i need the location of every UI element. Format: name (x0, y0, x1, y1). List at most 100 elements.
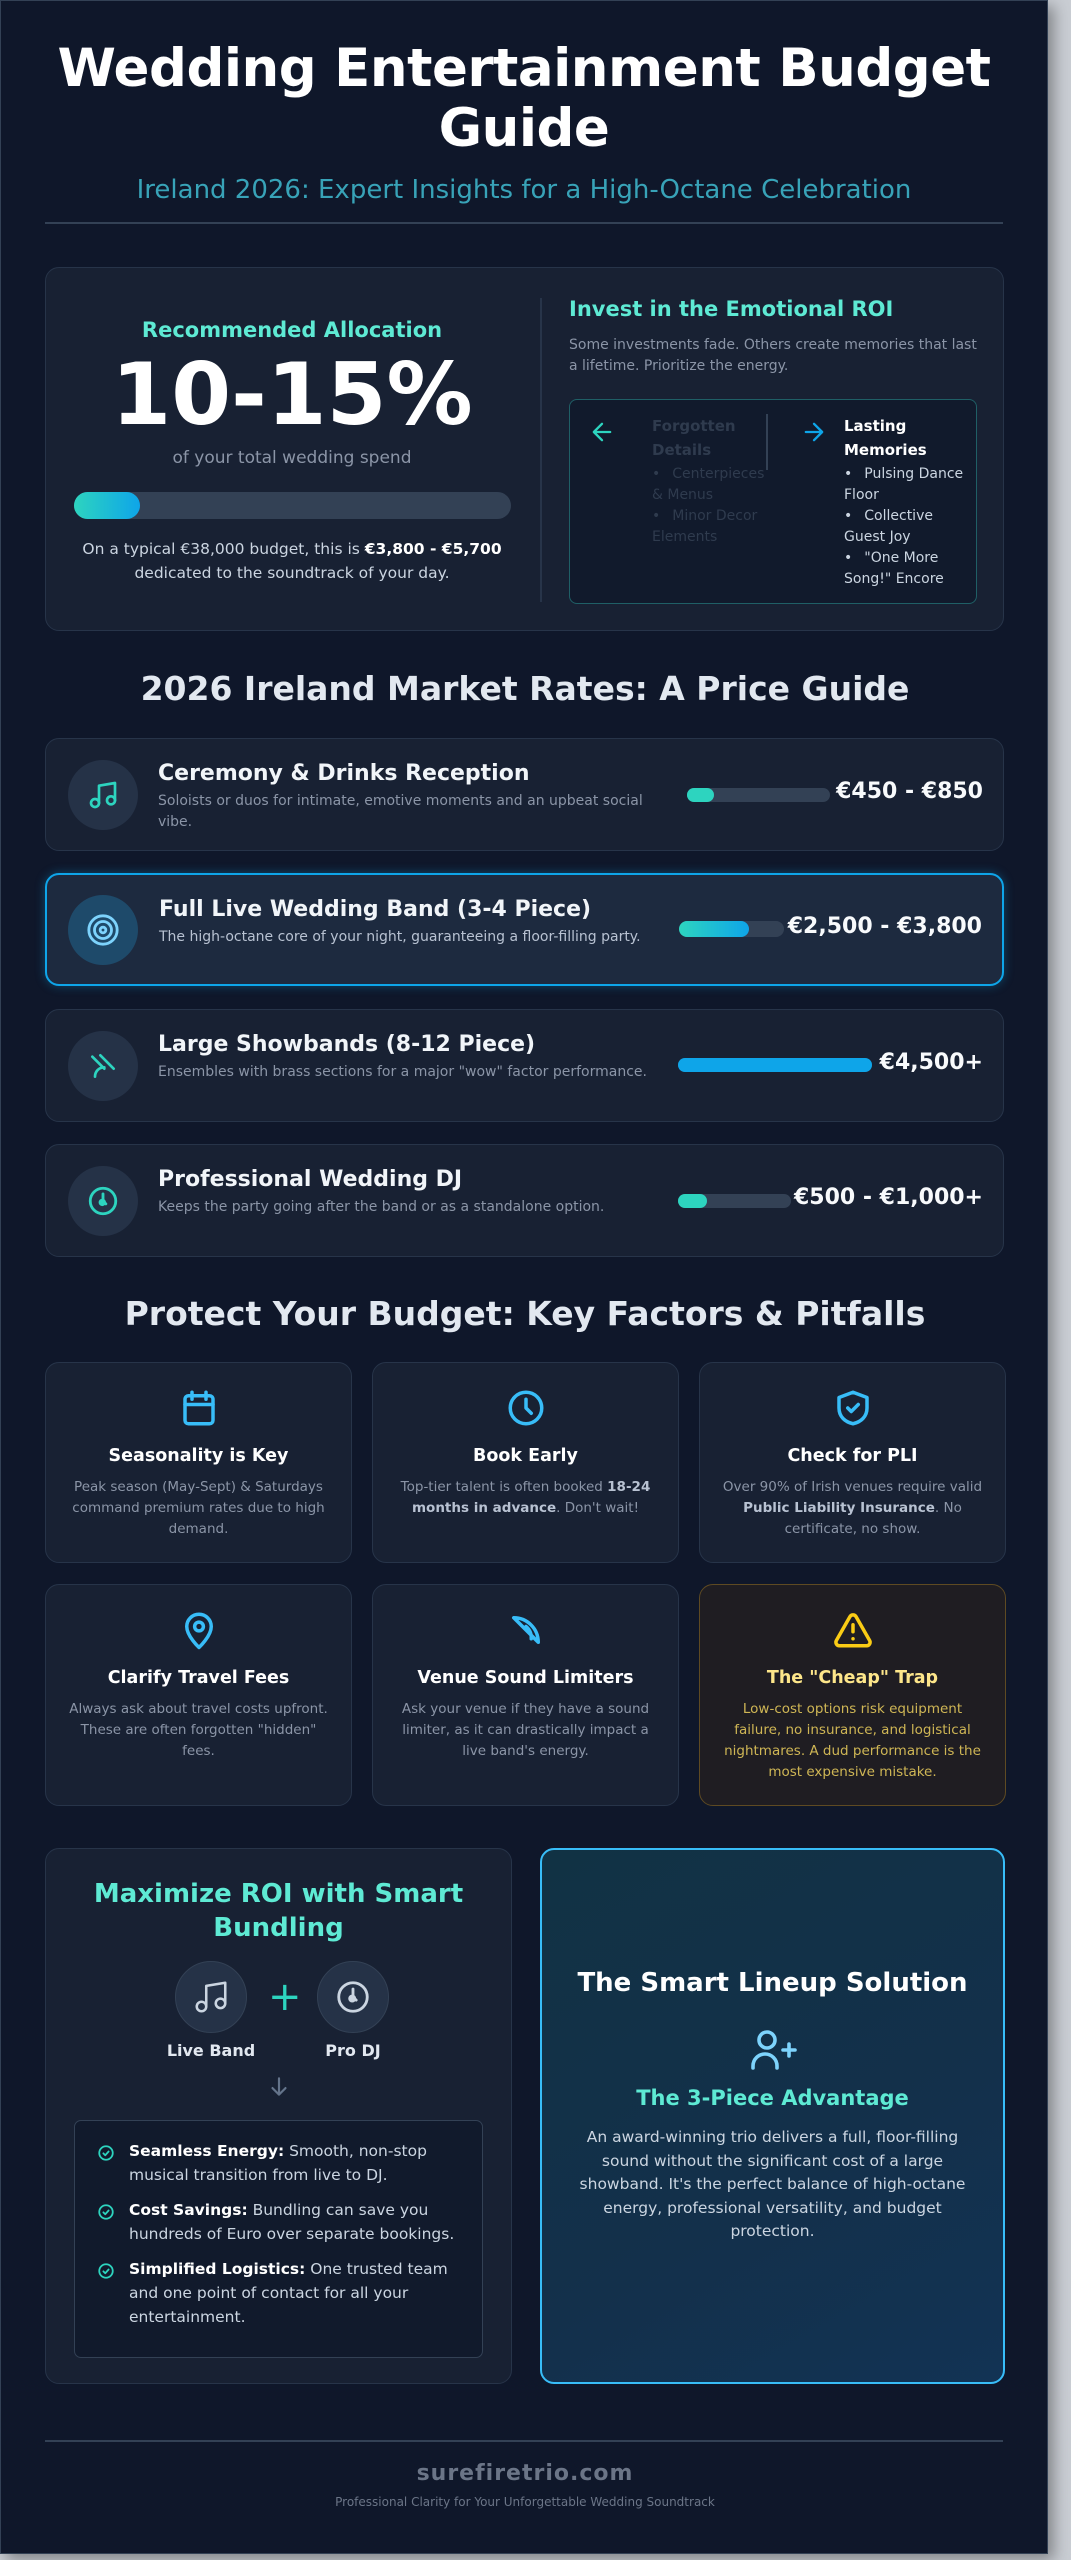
arrow-left-icon (592, 422, 612, 442)
factor-icon-wrap (46, 1609, 351, 1651)
factor-title: Book Early (473, 1446, 578, 1466)
price-bar (687, 788, 830, 802)
allocation-panel: Recommended Allocation 10-15% of your to… (46, 268, 538, 630)
allocation-caption: of your total wedding spend (172, 448, 412, 468)
factor-icon-wrap (700, 1387, 1005, 1429)
list-item: "One More Song!" Encore (844, 548, 969, 590)
price-value: €4,500+ (879, 1050, 983, 1075)
benefit-item: Cost Savings: Bundling can save you hund… (129, 2198, 469, 2246)
factor-text: Always ask about travel costs upfront. T… (69, 1701, 328, 1759)
footer-brand-link[interactable]: surefiretrio.com (416, 2461, 634, 2486)
price-bar (678, 1194, 791, 1208)
clock-icon (508, 1390, 543, 1426)
lasting-list: Pulsing Dance Floor Collective Guest Joy… (844, 464, 969, 590)
price-row-icon-circle (68, 1166, 138, 1236)
live-band-label: Live Band (166, 2041, 256, 2060)
allocation-progress-bar (73, 492, 511, 519)
price-row-title: Professional Wedding DJ (158, 1167, 463, 1192)
benefits-box: Seamless Energy: Smooth, non-stop musica… (74, 2120, 483, 2358)
turntable-icon (337, 1981, 369, 2013)
benefit-item: Simplified Logistics: One trusted team a… (129, 2257, 469, 2329)
factor-card: Seasonality is Key Peak season (May-Sept… (45, 1362, 352, 1563)
list-item: Collective Guest Joy (844, 506, 969, 548)
price-row-title: Ceremony & Drinks Reception (158, 761, 530, 786)
price-row-description: The high-octane core of your night, guar… (159, 929, 641, 945)
pro-dj-circle (317, 1961, 389, 2033)
factor-card: Clarify Travel Fees Always ask about tra… (45, 1584, 352, 1806)
map-pin-icon (184, 1612, 213, 1650)
benefit-item: Seamless Energy: Smooth, non-stop musica… (129, 2139, 469, 2187)
benefit-text: Smooth, non-stop musical transition from… (129, 2142, 427, 2184)
factor-title: Seasonality is Key (108, 1446, 289, 1466)
price-row: Large Showbands (8-12 Piece) Ensembles w… (45, 1009, 1004, 1122)
arrow-right-icon (804, 422, 824, 442)
trumpet-icon (91, 1054, 115, 1078)
factor-text-bold: Public Liability Insurance (743, 1500, 935, 1516)
factor-title: Check for PLI (787, 1446, 918, 1466)
roi-panel: Invest in the Emotional ROI Some investm… (569, 268, 979, 604)
price-row-icon-circle (68, 760, 138, 830)
disc-icon (87, 914, 119, 946)
smart-lineup-icon-wrap (542, 2026, 1003, 2074)
factor-title: Clarify Travel Fees (107, 1668, 290, 1688)
forgotten-list: Centerpieces & Menus Minor Decor Element… (652, 464, 764, 548)
factor-card: Venue Sound Limiters Ask your venue if t… (372, 1584, 679, 1806)
warning-card: The "Cheap" Trap Low-cost options risk e… (699, 1584, 1006, 1806)
list-item: Minor Decor Elements (652, 506, 762, 548)
music-note-icon (195, 1981, 227, 2013)
benefit-title: Simplified Logistics: (129, 2260, 306, 2278)
lasting-heading: Lasting Memories (844, 417, 927, 459)
factor-text: Peak season (May-Sept) & Saturdays comma… (72, 1479, 325, 1537)
allocation-note-prefix: On a typical €38,000 budget, this is (82, 540, 365, 558)
price-row-description: Ensembles with brass sections for a majo… (158, 1064, 647, 1080)
bundling-title: Maximize ROI with Smart Bundling (93, 1879, 464, 1943)
factor-text: Top-tier talent is often booked 18-24 mo… (391, 1477, 660, 1519)
allocation-progress-fill (73, 492, 140, 519)
price-value: €500 - €1,000+ (793, 1185, 983, 1210)
list-item: Centerpieces & Menus (652, 464, 764, 506)
pro-dj-label: Pro DJ (325, 2041, 381, 2060)
factor-title: The "Cheap" Trap (766, 1668, 939, 1688)
price-row-description: Soloists or duos for intimate, emotive m… (158, 793, 643, 830)
allocation-note-amount: €3,800 - €5,700 (364, 540, 502, 558)
header: Wedding Entertainment Budget Guide Irela… (1, 1, 1047, 206)
roi-comparison-box: Forgotten Details Centerpieces & Menus M… (569, 399, 977, 604)
roi-column-divider (766, 414, 768, 470)
price-bar (679, 921, 784, 937)
price-bar-fill (678, 1194, 707, 1208)
price-row-description: Keeps the party going after the band or … (158, 1199, 605, 1215)
benefit-text: One trusted team and one point of contac… (129, 2260, 448, 2326)
price-row-title: Large Showbands (8-12 Piece) (158, 1032, 536, 1057)
factor-icon-wrap (700, 1609, 1005, 1651)
live-band-circle (175, 1961, 247, 2033)
footer-tagline: Professional Clarity for Your Unforgetta… (335, 2495, 715, 2509)
shield-check-icon (836, 1390, 869, 1426)
smart-lineup-card: The Smart Lineup Solution The 3-Piece Ad… (540, 1848, 1005, 2384)
turntable-icon (88, 1186, 118, 1216)
price-bar-fill (679, 921, 749, 937)
smart-lineup-subtitle: The 3-Piece Advantage (636, 2086, 909, 2110)
volume-limiter-icon (511, 1616, 540, 1644)
roi-text: Some investments fade. Others create mem… (569, 337, 977, 374)
factor-text-bold: 18-24 months in advance (411, 1479, 651, 1516)
price-row: Ceremony & Drinks Reception Soloists or … (45, 738, 1004, 851)
factor-icon-wrap (373, 1609, 678, 1651)
footer-divider (45, 2440, 1003, 2442)
page-title: Wedding Entertainment Budget Guide (57, 38, 991, 159)
factor-card: Book Early Top-tier talent is often book… (372, 1362, 679, 1563)
price-bar-fill (678, 1058, 872, 1072)
smart-lineup-text: An award-winning trio delivers a full, f… (579, 2128, 966, 2240)
factor-text: Low-cost options risk equipment failure,… (724, 1701, 981, 1780)
factor-title: Venue Sound Limiters (417, 1668, 634, 1688)
allocation-note: On a typical €38,000 budget, this is €3,… (46, 537, 538, 585)
calendar-icon (182, 1390, 215, 1426)
factors-section-title: Protect Your Budget: Key Factors & Pitfa… (124, 1294, 926, 1333)
factor-text-suffix: . Don't wait! (556, 1500, 639, 1516)
factor-text-suffix: . No certificate, no show. (784, 1500, 962, 1537)
price-row: Professional Wedding DJ Keeps the party … (45, 1144, 1004, 1257)
price-row-icon-circle (68, 895, 138, 965)
forgotten-heading: Forgotten Details (652, 417, 736, 459)
user-plus-icon (750, 2030, 797, 2070)
price-row-featured: Full Live Wedding Band (3-4 Piece) The h… (45, 873, 1004, 986)
check-circle-icon (98, 2145, 114, 2161)
